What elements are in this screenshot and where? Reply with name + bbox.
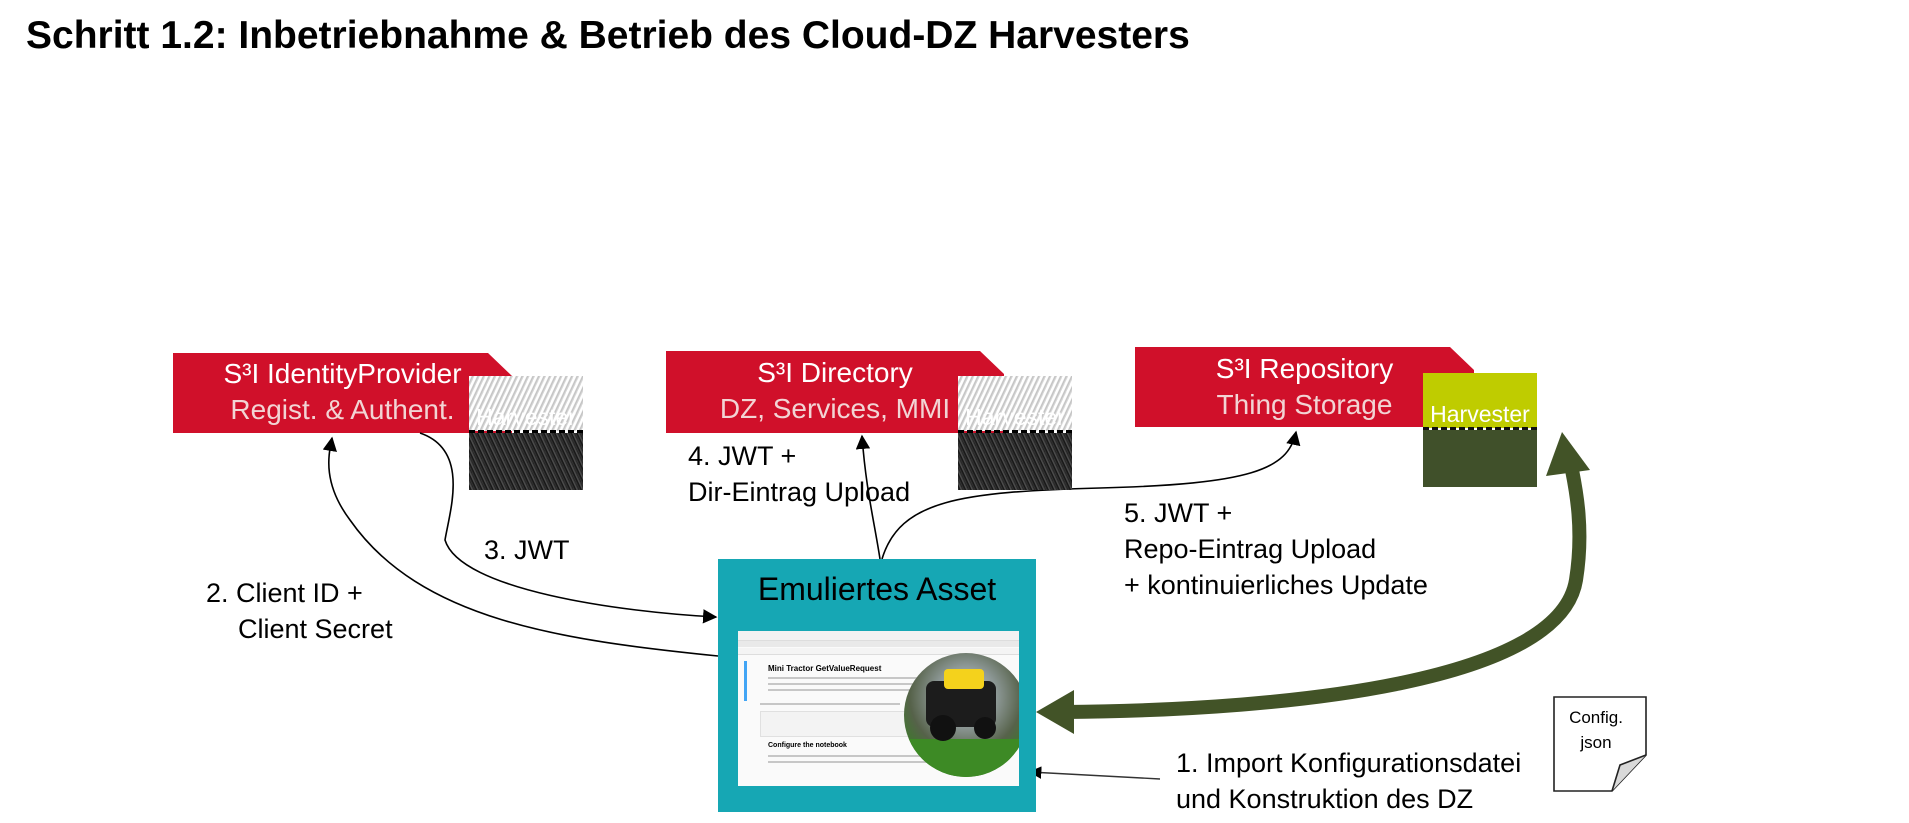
identity-provider-banner <box>173 353 512 433</box>
emulated-asset-node: Emuliertes Asset Mini Tractor GetValueRe… <box>718 559 1036 812</box>
arrow-twin-sync <box>1063 468 1587 719</box>
harvester-label: Harvester <box>965 404 1065 430</box>
arrow-twin-sync-head-asset <box>1036 690 1074 734</box>
config-file-name: Config. <box>1569 708 1623 727</box>
harvester-icon-identity: Harvester <box>469 376 583 490</box>
notebook-heading: Mini Tractor GetValueRequest <box>768 664 882 673</box>
config-file: Config. json <box>1550 693 1642 787</box>
arrow-jwt <box>419 432 718 624</box>
step-5-label: 5. JWT + Repo-Eintrag Upload + kontinuie… <box>1124 498 1428 600</box>
repository-title: S³I Repository <box>1215 353 1394 384</box>
arrow-twin-sync-head-harvester <box>1546 432 1590 476</box>
harvester-label: Harvester <box>1430 401 1530 427</box>
identity-provider-subtitle: Regist. & Authent. <box>230 394 455 425</box>
asset-title: Emuliertes Asset <box>757 571 997 607</box>
tractor-photo <box>904 653 1019 777</box>
page-title: Schritt 1.2: Inbetriebnahme & Betrieb de… <box>26 14 1190 57</box>
notebook-section: Configure the notebook <box>768 742 847 749</box>
arrow-import-config <box>1028 766 1161 780</box>
config-file-fold <box>1611 754 1647 792</box>
arrow-dir-upload <box>855 434 881 560</box>
directory-node: S³I Directory DZ, Services, MMI <box>666 355 1004 427</box>
directory-subtitle: DZ, Services, MMI <box>719 393 951 424</box>
repository-banner <box>1135 347 1474 427</box>
identity-provider-node: S³I IdentityProvider Regist. & Authent. <box>173 356 512 428</box>
repository-subtitle: Thing Storage <box>1216 389 1393 420</box>
identity-provider-title: S³I IdentityProvider <box>223 358 462 389</box>
arrow-repo-upload <box>881 430 1301 560</box>
harvester-icon-repository: Harvester <box>1423 373 1537 487</box>
config-file-ext: json <box>1580 733 1612 752</box>
harvester-icon-directory: Harvester <box>958 376 1072 490</box>
arrow-client-id <box>322 436 719 657</box>
directory-title: S³I Directory <box>757 357 913 388</box>
step-2-label: 2. Client ID + Client Secret <box>206 578 393 644</box>
notebook-screenshot: Mini Tractor GetValueRequest Configure t… <box>738 631 1019 786</box>
step-1-label: 1. Import Konfigurationsdatei und Konstr… <box>1176 748 1522 814</box>
step-3-label: 3. JWT <box>484 535 570 565</box>
repository-node: S³I Repository Thing Storage <box>1135 351 1474 423</box>
directory-banner <box>666 351 1004 433</box>
step-4-label: 4. JWT + Dir-Eintrag Upload <box>688 441 911 507</box>
harvester-label: Harvester <box>476 404 576 430</box>
